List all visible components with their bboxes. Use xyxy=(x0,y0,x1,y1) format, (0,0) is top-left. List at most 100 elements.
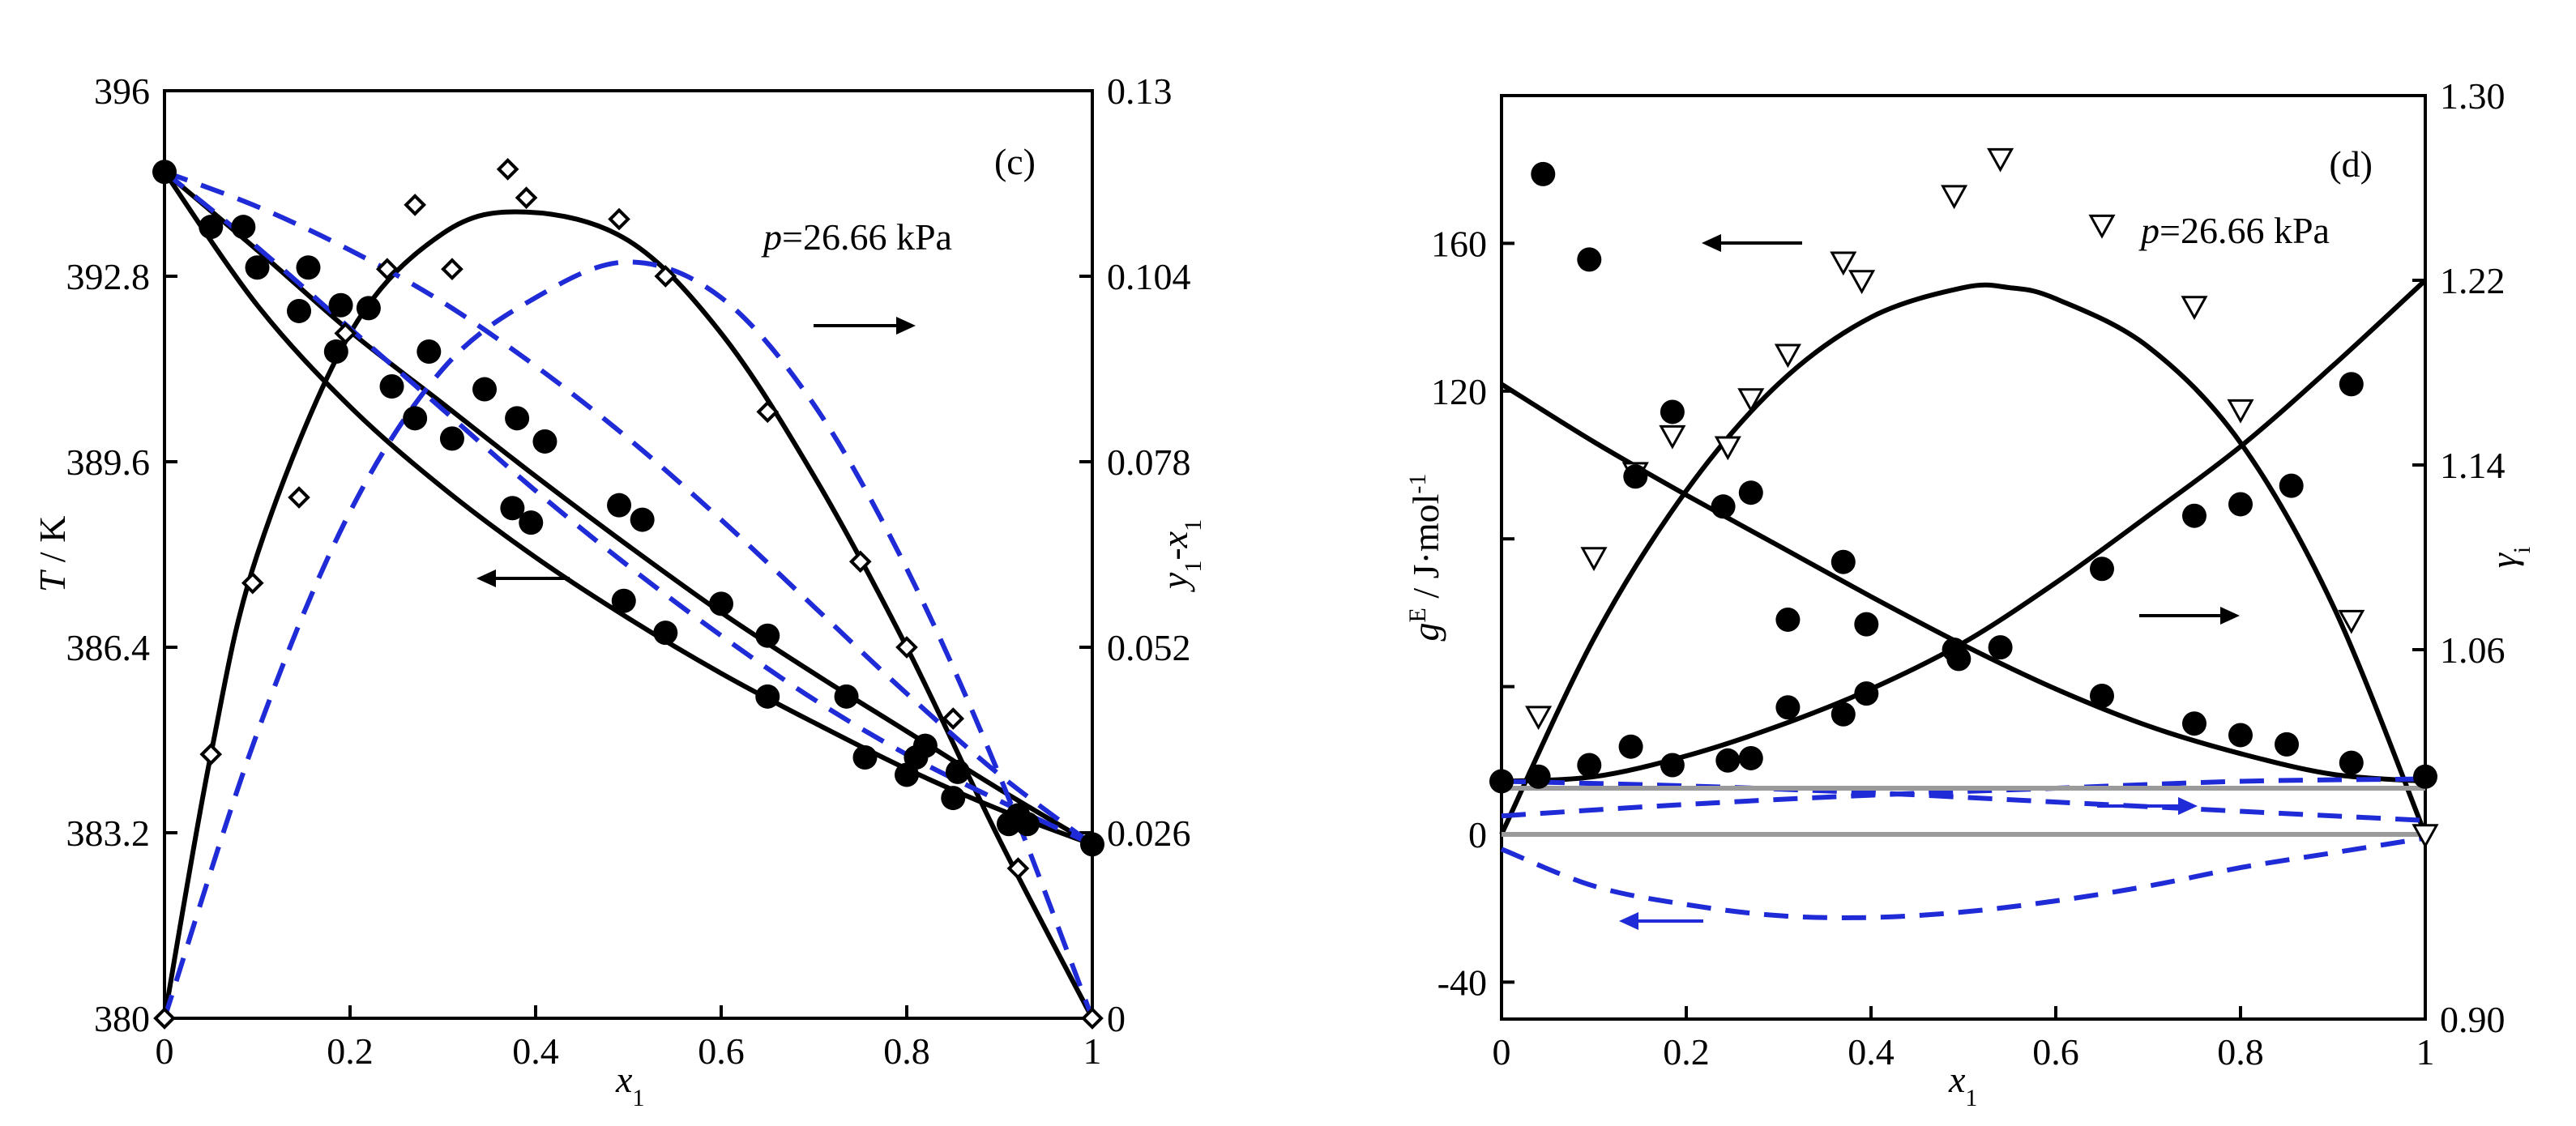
data-point xyxy=(1577,247,1602,272)
data-point xyxy=(1775,695,1801,720)
data-point xyxy=(1714,436,1741,461)
data-point xyxy=(404,194,426,216)
left-y-tick-label: 120 xyxy=(1431,371,1487,412)
data-point xyxy=(153,1007,176,1030)
data-point xyxy=(942,707,965,730)
data-point xyxy=(375,258,399,281)
data-point xyxy=(199,743,223,766)
data-point xyxy=(1081,1007,1104,1030)
left-y-tick-label: 389.6 xyxy=(66,441,151,483)
data-point xyxy=(1660,753,1685,778)
data-point xyxy=(941,786,966,811)
data-point xyxy=(152,160,177,185)
panel-d-ticks: 0 0.2 0.4 0.6 0.8 1-4001201600.901.061.141.22… xyxy=(1431,75,2506,1073)
data-point xyxy=(1737,388,1765,413)
right-y-tick-label: 1.06 xyxy=(2440,629,2506,671)
right-y-tick-label: 1.14 xyxy=(2440,445,2506,486)
data-point xyxy=(709,591,733,616)
right-y-tick-label: 0.026 xyxy=(1107,813,1191,854)
data-point xyxy=(287,298,312,323)
panel-d-right-arrow xyxy=(2139,607,2240,625)
data-point xyxy=(334,322,357,345)
series-line xyxy=(163,169,1094,847)
panel-c-right-arrow xyxy=(814,317,916,335)
data-point xyxy=(611,588,636,613)
right-y-tick-label: 0.90 xyxy=(2440,999,2506,1040)
data-point xyxy=(245,255,270,280)
data-point xyxy=(608,207,630,231)
data-point xyxy=(1618,734,1643,759)
x-tick-label: 1 xyxy=(1083,1030,1102,1072)
right-y-tick-label: 0.078 xyxy=(1107,441,1191,483)
data-point xyxy=(1015,812,1040,837)
data-point xyxy=(1941,185,1968,210)
data-point xyxy=(2182,503,2206,528)
data-point xyxy=(2339,372,2364,397)
data-point xyxy=(848,550,872,574)
left-y-tick-label: 392.8 xyxy=(66,256,151,297)
data-point xyxy=(2088,214,2116,239)
data-point xyxy=(1854,681,1879,706)
data-point xyxy=(496,158,519,181)
data-point xyxy=(296,255,321,280)
data-point xyxy=(756,400,780,424)
panel-d-points xyxy=(1489,147,2439,849)
data-point xyxy=(1623,464,1648,489)
left-y-tick-label: 386.4 xyxy=(66,627,151,668)
data-point xyxy=(2338,609,2365,634)
panel-d-blue-right-arrow xyxy=(2097,797,2198,815)
series-line xyxy=(1501,776,2426,819)
data-point xyxy=(755,684,780,709)
data-point xyxy=(1738,480,1763,505)
data-point xyxy=(2339,750,2364,775)
data-point xyxy=(1489,769,1514,794)
series-line xyxy=(162,209,1095,1020)
data-point xyxy=(323,339,348,365)
panel-d-label: (d) xyxy=(2329,143,2373,185)
data-point xyxy=(1988,635,2013,660)
data-point xyxy=(505,406,530,431)
data-point xyxy=(2413,764,2437,789)
data-point xyxy=(945,759,970,784)
panel-c-left-arrow xyxy=(476,569,570,587)
data-point xyxy=(607,493,632,518)
data-point xyxy=(519,510,544,535)
data-point xyxy=(834,684,859,709)
data-point xyxy=(1831,549,1856,574)
data-point xyxy=(1531,161,1556,186)
panel-d-left-arrow xyxy=(1702,234,1802,252)
series-line xyxy=(1500,835,2426,920)
x-tick-label: 0.4 xyxy=(512,1030,559,1072)
data-point xyxy=(328,292,353,318)
data-point xyxy=(1526,764,1551,789)
right-y-tick-label: 0 xyxy=(1107,998,1126,1039)
data-point xyxy=(912,733,938,758)
data-point xyxy=(441,258,464,281)
data-point xyxy=(852,744,878,770)
data-point xyxy=(1854,612,1879,637)
data-point xyxy=(1987,147,2014,173)
data-point xyxy=(2275,731,2299,757)
left-y-tick-label: -40 xyxy=(1438,962,1487,1003)
data-point xyxy=(1580,547,1608,572)
panel-c-label: (c) xyxy=(994,141,1036,182)
panel-d-blue-left-arrow xyxy=(1619,912,1703,930)
x-tick-label: 0.2 xyxy=(1663,1031,1710,1073)
x-tick-label: 0 xyxy=(156,1030,174,1072)
data-point xyxy=(1715,748,1741,773)
panel-c-pressure-label: p=26.66 kPa xyxy=(761,216,952,258)
data-point xyxy=(1848,270,1876,295)
data-point xyxy=(2279,473,2304,498)
data-point xyxy=(2090,684,2114,708)
x-tick-label: 0.6 xyxy=(698,1030,745,1072)
data-point xyxy=(1711,494,1736,519)
data-point xyxy=(532,429,557,454)
right-y-tick-label: 1.30 xyxy=(2440,75,2506,117)
x-tick-label: 1 xyxy=(2416,1031,2435,1073)
data-point xyxy=(1659,424,1686,450)
series-line xyxy=(163,169,1094,847)
data-point xyxy=(1738,745,1763,770)
data-point xyxy=(1830,251,1857,276)
data-point xyxy=(2181,296,2208,321)
